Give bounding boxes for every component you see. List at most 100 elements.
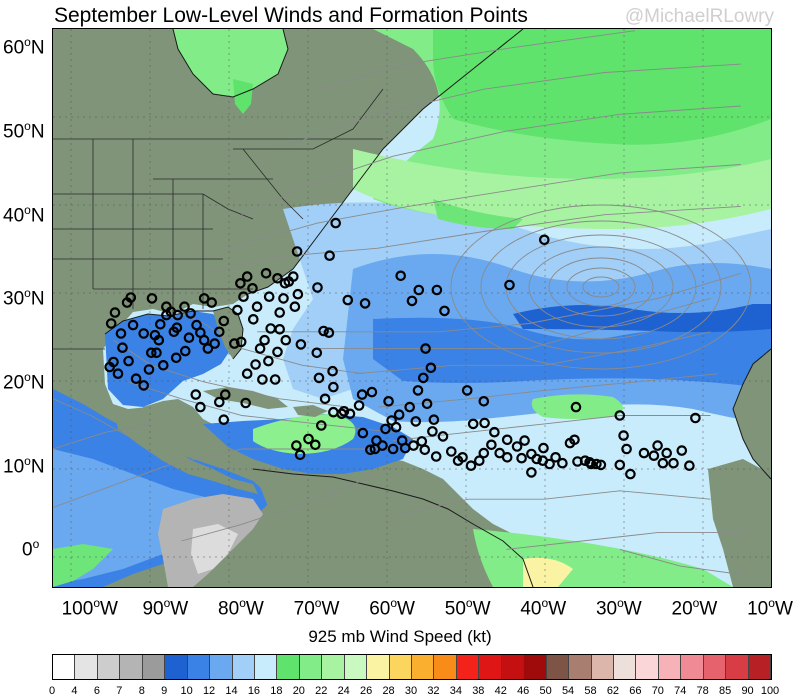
formation-point — [478, 395, 490, 407]
formation-point — [661, 447, 672, 459]
colorbar-tick-label: 58 — [584, 685, 597, 697]
formation-point — [195, 401, 206, 413]
caribbean-calm-zone — [253, 414, 356, 454]
formation-point — [241, 271, 253, 282]
formation-point — [291, 246, 303, 257]
formation-point — [396, 435, 408, 446]
colorbar-tick-label: 28 — [382, 685, 395, 697]
colorbar-swatch — [681, 655, 704, 679]
colorbar-tick-label: 18 — [270, 685, 283, 697]
colorbar-swatch — [613, 655, 637, 679]
formation-point — [263, 291, 275, 302]
formation-point — [621, 443, 632, 455]
formation-point — [353, 400, 365, 411]
formation-point — [408, 440, 419, 451]
formation-point — [146, 293, 158, 304]
formation-point — [257, 374, 268, 385]
map-title: September Low-Level Winds and Formation … — [54, 4, 528, 27]
formation-point — [648, 450, 660, 461]
colorbar-swatch — [210, 655, 233, 679]
longitude-label: 30oW — [595, 596, 642, 620]
formation-point — [421, 398, 433, 410]
formation-point — [428, 414, 440, 425]
formation-point — [138, 380, 149, 391]
mid-atlantic-green — [531, 394, 623, 419]
streamline — [279, 63, 741, 149]
labrador-green — [433, 199, 523, 229]
colorbar-swatch — [75, 655, 98, 679]
formation-point — [437, 431, 449, 442]
latitude-label: 30oN — [3, 286, 45, 310]
wind-map — [52, 28, 772, 588]
longitude-label: 70oW — [293, 596, 340, 620]
yucatan — [143, 401, 188, 441]
formation-point — [117, 342, 128, 353]
formation-point — [410, 416, 422, 427]
formation-point — [171, 322, 183, 333]
formation-point — [280, 334, 292, 346]
formation-point — [312, 282, 323, 293]
formation-point — [214, 326, 225, 338]
formation-point — [668, 457, 679, 469]
formation-point — [420, 343, 431, 354]
colorbar-tick-label: 34 — [449, 685, 462, 697]
colorbar-swatch — [434, 655, 457, 679]
formation-point — [406, 295, 418, 307]
streamline — [241, 105, 741, 216]
formation-point — [479, 417, 490, 429]
formation-point — [557, 457, 568, 469]
formation-point — [112, 368, 124, 379]
colorbar-tick-label: 74 — [674, 685, 687, 697]
formation-point — [272, 273, 283, 284]
colorbar-tick-label: 78 — [696, 685, 709, 697]
north-atlantic-westerlies-core — [433, 29, 771, 145]
colorbar-tick-label: 24 — [337, 685, 350, 697]
formation-point — [179, 301, 190, 312]
james-bay — [233, 79, 253, 114]
formation-point — [461, 385, 473, 396]
formation-point — [183, 332, 195, 343]
formation-point — [328, 381, 339, 393]
formation-point — [473, 455, 485, 466]
formation-point — [323, 327, 335, 338]
formation-point — [638, 447, 650, 459]
colorbar-swatch — [726, 655, 749, 679]
west-africa-coast — [708, 459, 771, 587]
formation-point — [161, 301, 172, 312]
formation-point — [269, 374, 281, 385]
formation-point — [229, 338, 240, 349]
streamline — [355, 331, 711, 375]
formation-point — [478, 447, 490, 459]
formation-point — [153, 334, 165, 346]
formation-point — [198, 334, 210, 346]
colorbar-tick-label: 30 — [404, 685, 418, 697]
streamline — [393, 415, 711, 442]
formation-point — [395, 270, 406, 282]
colorbar-swatch — [636, 655, 659, 679]
formation-point — [439, 305, 450, 317]
streamline — [226, 164, 741, 249]
formation-point — [123, 355, 134, 367]
colorbar-tick-label: 42 — [494, 685, 507, 697]
longitude-label: 20oW — [671, 596, 718, 620]
longitude-label: 60oW — [369, 596, 415, 620]
formation-point — [198, 293, 210, 304]
longitude-label: 80oW — [218, 596, 264, 620]
formation-point — [235, 278, 246, 289]
map-canvas — [53, 29, 771, 587]
colorbar-tick-label: 70 — [651, 685, 664, 697]
colorbar-tick-label: 62 — [606, 685, 620, 697]
streamline — [204, 205, 741, 274]
formation-point — [272, 346, 283, 358]
formation-point — [232, 304, 243, 316]
streamline — [377, 373, 719, 408]
colorbar-swatch — [142, 655, 166, 679]
colorbar-tick-label: 0 — [48, 685, 56, 697]
formation-point — [489, 426, 500, 438]
colorbar-tick-label: 50 — [539, 685, 552, 697]
formation-point — [342, 294, 354, 306]
formation-point — [357, 427, 369, 439]
formation-point — [109, 307, 121, 318]
colorbar-tick-label: 38 — [472, 685, 485, 697]
formation-point — [259, 334, 270, 346]
